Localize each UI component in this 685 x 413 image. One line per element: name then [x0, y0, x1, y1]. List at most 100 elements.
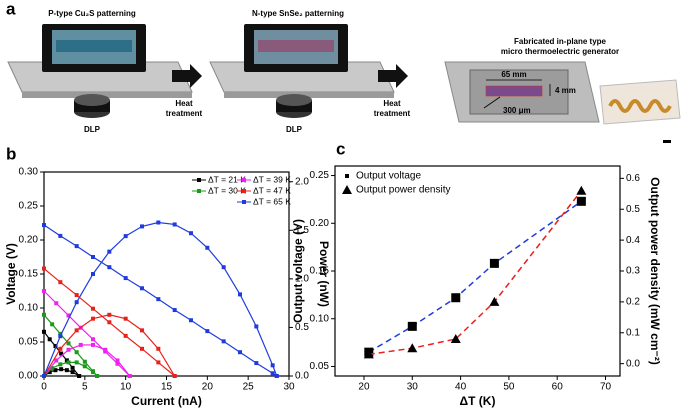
y-tick-label: 0.10: [19, 303, 39, 314]
step-arrow-label: Heat: [175, 99, 193, 108]
marker: [74, 293, 79, 298]
step-title: micro thermoelectric generator: [501, 47, 619, 56]
marker: [58, 362, 63, 367]
marker: [58, 334, 63, 339]
marker: [156, 360, 161, 365]
marker: [407, 343, 418, 353]
marker: [42, 312, 46, 317]
marker: [140, 328, 144, 333]
marker: [82, 364, 87, 369]
x-tick-label: 50: [503, 382, 515, 393]
marker: [123, 276, 128, 281]
dimension: 4 mm: [555, 86, 576, 95]
marker: [42, 374, 46, 378]
marker: [64, 368, 69, 373]
marker: [58, 280, 63, 285]
y-tick-label: 0.20: [19, 235, 39, 246]
marker: [140, 224, 144, 229]
marker: [77, 374, 82, 378]
marker: [74, 328, 79, 333]
marker: [78, 342, 83, 347]
marker: [70, 370, 75, 375]
y2-tick-label: 1.0: [295, 273, 309, 284]
marker: [66, 313, 71, 318]
marker: [54, 301, 59, 306]
y-tick-label: 0.10: [310, 313, 330, 324]
marker: [50, 322, 55, 327]
marker: [238, 292, 242, 297]
marker: [156, 346, 161, 351]
marker: [54, 358, 59, 363]
marker: [91, 306, 95, 311]
series-line: [43, 221, 278, 377]
panel-label: c: [336, 139, 345, 158]
x-tick-label: 20: [358, 382, 370, 393]
y-tick-label: 0.05: [310, 361, 330, 372]
step-title: P-type Cu₂S patterning: [48, 9, 136, 18]
marker: [64, 358, 69, 363]
marker: [47, 370, 52, 375]
marker: [59, 351, 64, 356]
marker: [576, 185, 587, 195]
x-axis-label: Current (nA): [131, 394, 202, 408]
light-source: DLP: [84, 125, 101, 134]
marker: [127, 374, 132, 378]
marker: [407, 321, 417, 331]
legend-marker: [345, 174, 349, 178]
marker: [42, 289, 46, 293]
marker: [451, 293, 461, 303]
light-source: DLP: [286, 125, 303, 134]
y-axis-label: Output voltage (V): [291, 219, 305, 323]
marker: [172, 374, 177, 378]
y2-tick-label: 0.4: [626, 235, 640, 246]
legend-marker: [197, 189, 201, 193]
x-tick-label: 25: [243, 382, 255, 393]
legend-marker: [242, 178, 246, 182]
marker: [59, 367, 64, 372]
y-tick-label: 0.25: [19, 201, 39, 212]
series-line: [43, 224, 278, 377]
marker: [53, 344, 58, 349]
marker: [42, 329, 46, 334]
marker: [254, 361, 259, 366]
x-tick-label: 20: [202, 382, 214, 393]
marker: [82, 359, 87, 364]
marker: [91, 255, 95, 259]
marker: [123, 316, 128, 321]
y2-tick-label: 0.5: [295, 322, 309, 333]
x-tick-label: 5: [82, 382, 88, 393]
step-arrow-label: treatment: [166, 109, 203, 118]
x-tick-label: 70: [600, 382, 612, 393]
marker: [74, 244, 79, 249]
y2-tick-label: 0.2: [626, 297, 640, 308]
y-tick-label: 0.25: [310, 170, 330, 181]
series-line: [368, 190, 582, 356]
legend-label: ΔT = 21 K: [208, 174, 246, 184]
series-line: [43, 344, 131, 377]
marker: [42, 223, 46, 228]
marker: [91, 272, 95, 276]
legend-marker: [242, 200, 246, 204]
y-tick-label: 0.15: [19, 269, 39, 280]
y2-tick-label: 1.5: [295, 225, 309, 236]
legend-marker: [197, 178, 201, 182]
marker: [91, 342, 95, 347]
marker: [107, 249, 112, 254]
marker: [95, 374, 100, 378]
y2-axis-label: Output power density (mW cm⁻²): [648, 177, 662, 365]
marker: [450, 333, 461, 343]
plot-frame: [43, 171, 290, 377]
x-tick-label: 0: [41, 382, 47, 393]
marker: [74, 350, 79, 355]
marker: [107, 312, 112, 317]
y-axis-label: Voltage (V): [4, 243, 18, 305]
marker: [58, 233, 63, 238]
marker: [70, 365, 75, 370]
marker: [172, 308, 177, 313]
x-axis-label: ΔT (K): [460, 394, 496, 408]
marker: [576, 196, 586, 206]
legend-label: ΔT = 65 K: [253, 196, 291, 206]
marker: [205, 329, 210, 334]
dimension: 65 mm: [501, 70, 526, 79]
